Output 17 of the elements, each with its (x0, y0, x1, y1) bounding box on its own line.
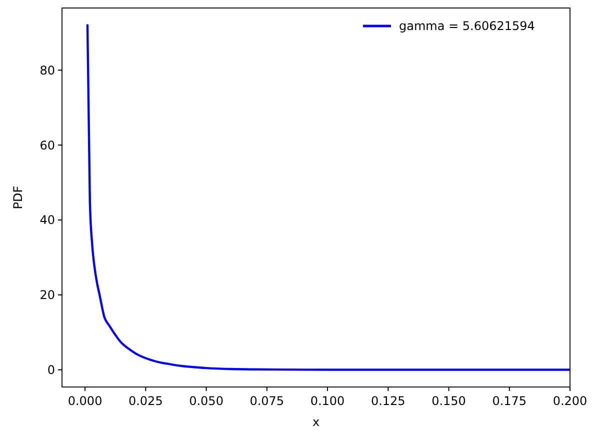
y-tick-label: 80 (40, 63, 55, 78)
x-tick-label: 0.050 (189, 394, 224, 408)
y-tick-label: 0 (47, 362, 55, 377)
x-tick-label: 0.200 (552, 394, 588, 408)
x-tick-label: 0.175 (492, 394, 527, 408)
x-tick-label: 0.025 (128, 394, 163, 408)
x-tick-label: 0.150 (432, 394, 466, 408)
x-axis-title: x (312, 415, 320, 429)
y-axis-title: PDF (11, 186, 25, 210)
x-tick-label: 0.125 (370, 394, 406, 408)
legend-label: gamma = 5.60621594 (399, 19, 535, 34)
y-tick-label: 40 (40, 213, 55, 228)
x-tick-label: 0.100 (310, 394, 345, 408)
x-tick-label: 0.000 (68, 394, 102, 408)
y-tick-label: 20 (40, 288, 55, 302)
y-tick-label: 60 (40, 138, 55, 152)
x-tick-label: 0.075 (250, 394, 284, 408)
